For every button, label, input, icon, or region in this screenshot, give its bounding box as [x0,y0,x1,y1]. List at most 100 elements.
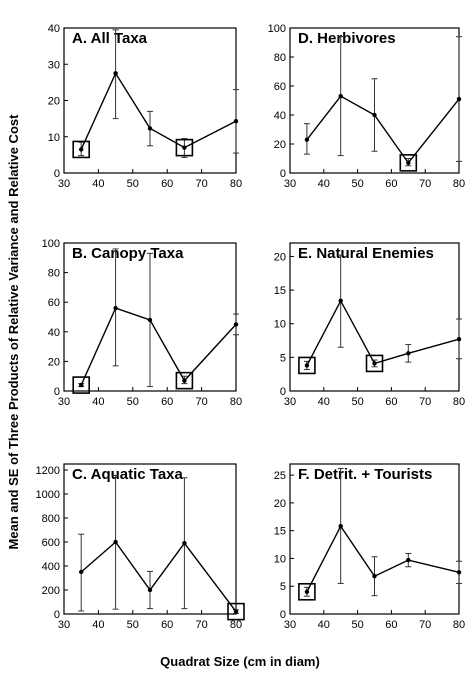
data-point [372,112,377,118]
data-point [79,382,84,388]
y-tick-label: 15 [274,526,286,538]
data-point [113,539,118,545]
data-point [147,587,153,593]
optimal-box [365,354,384,373]
y-tick-label: 60 [48,297,60,309]
x-tick-label: 30 [58,619,70,631]
x-tick-label: 60 [161,178,173,190]
x-tick-label: 40 [92,619,104,631]
y-tick-label: 80 [48,268,60,280]
data-point [304,137,310,142]
y-tick-label: 1200 [36,465,60,477]
data-point [456,96,462,102]
data-point [233,609,239,614]
x-tick-label: 30 [284,178,296,190]
data-point [182,541,187,546]
data-point [406,557,411,563]
x-tick-label: 40 [318,396,330,408]
y-tick-label: 0 [54,168,60,180]
y-tick-label: 20 [274,139,286,151]
y-tick-label: 40 [48,327,60,339]
y-tick-label: 800 [42,513,60,525]
x-tick-label: 60 [161,619,173,631]
plot-frame [289,242,460,392]
y-tick-label: 20 [48,96,60,108]
panel-6: F. Detrit. + Tourists 0 5 10 15 20 25 30 40 50 60 7… [274,463,465,631]
y-tick-label: 40 [48,23,60,35]
data-point [338,298,343,304]
data-point [338,524,343,529]
x-tick-label: 70 [419,619,431,631]
panel-title: A. All Taxa [72,30,148,47]
optimal-box [175,138,194,157]
y-tick-label: 400 [42,561,60,573]
y-tick-label: 100 [268,23,286,35]
optimal-box [399,154,418,172]
y-tick-label: 10 [274,553,286,565]
data-point [182,145,187,150]
data-point [113,305,118,311]
data-point [147,317,153,323]
y-tick-label: 25 [274,470,286,482]
x-tick-label: 60 [385,396,397,408]
data-point [372,361,377,366]
panel-5: C. Aquatic Taxa 0 200 400 600 800 1000 1200 30 40… [36,463,245,631]
x-tick-label: 40 [92,178,104,190]
y-tick-label: 15 [274,285,286,297]
data-point [79,147,84,152]
y-tick-label: 0 [54,609,60,621]
x-tick-label: 70 [419,178,431,190]
panel-title: B. Canopy Taxa [72,245,184,262]
data-point [456,570,462,575]
y-tick-label: 60 [274,81,286,93]
series-line [80,307,237,386]
y-tick-label: 0 [280,386,286,398]
data-point [406,160,411,166]
x-tick-label: 70 [195,396,207,408]
plot-frame [63,463,237,615]
panel-title: F. Detrit. + Tourists [298,466,432,483]
x-tick-label: 30 [58,178,70,190]
x-tick-label: 50 [351,396,363,408]
y-axis-title: Mean and SE of Three Products of Relativ… [6,114,21,550]
y-tick-label: 5 [280,352,286,364]
x-tick-label: 50 [351,619,363,631]
x-tick-label: 50 [351,178,363,190]
x-tick-label: 30 [284,619,296,631]
x-tick-label: 70 [195,619,207,631]
y-tick-label: 40 [274,110,286,122]
data-point [233,118,239,124]
y-tick-label: 10 [274,319,286,331]
x-tick-label: 60 [161,396,173,408]
series-line [80,540,237,613]
optimal-box [72,376,90,394]
data-point [372,574,377,579]
panel-2: D. Herbivores 0 20 40 60 80 100 30 40 50 60 70 80 [268,23,465,190]
data-point [79,569,84,575]
series-line [80,71,237,150]
x-tick-label: 80 [453,619,465,631]
x-tick-label: 70 [419,396,431,408]
panel-title: D. Herbivores [298,30,396,47]
panel-title: E. Natural Enemies [298,245,434,262]
optimal-box [72,140,90,159]
x-tick-label: 80 [230,619,242,631]
panel-title: C. Aquatic Taxa [72,466,184,483]
y-tick-label: 20 [48,356,60,368]
y-tick-label: 80 [274,52,286,64]
y-tick-label: 0 [54,386,60,398]
data-point [147,126,153,131]
optimal-box [175,371,194,390]
panel-4: E. Natural Enemies 0 5 10 15 20 30 40 50 60 70 80 [274,242,465,408]
x-tick-label: 60 [385,619,397,631]
panel-3: B. Canopy Taxa 0 20 40 60 80 100 30 40 50 60 70 80 [42,238,242,408]
y-tick-label: 10 [48,132,60,144]
x-tick-label: 80 [230,396,242,408]
data-point [304,363,310,368]
y-tick-label: 0 [280,609,286,621]
optimal-box [298,582,316,601]
x-tick-label: 70 [195,178,207,190]
data-point [182,378,187,383]
x-tick-label: 30 [58,396,70,408]
